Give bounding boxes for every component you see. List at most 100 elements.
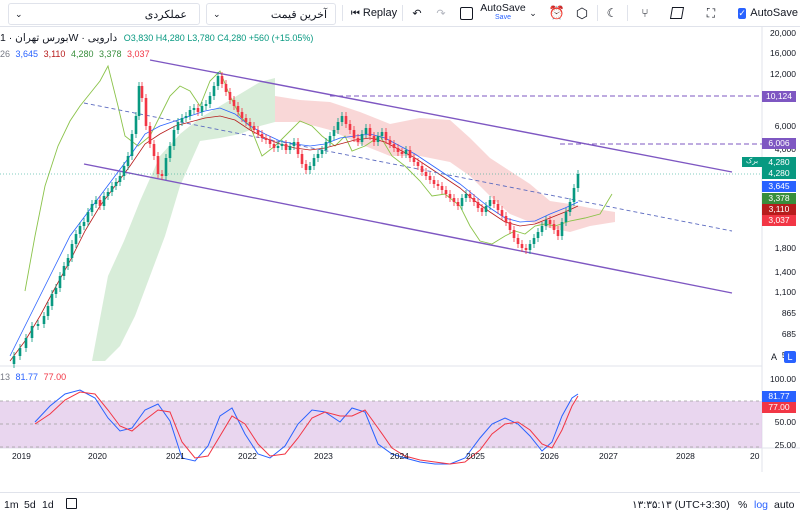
price-tag-lead-b: 3,037 bbox=[762, 215, 796, 226]
percent-toggle[interactable]: % bbox=[738, 499, 748, 511]
candle-body bbox=[424, 172, 428, 176]
candle-body bbox=[536, 232, 540, 238]
autosave-checkbox[interactable]: ✓ AutoSave bbox=[738, 3, 798, 23]
candle-body bbox=[576, 174, 580, 188]
redo-button[interactable]: ↷ bbox=[432, 3, 450, 23]
fullscreen-button[interactable]: ⛶ bbox=[702, 3, 720, 23]
symbol-name: بورس تهران · 1W · دارویی bbox=[0, 32, 118, 44]
candle-body bbox=[572, 188, 576, 202]
candle-body bbox=[196, 108, 200, 112]
price-axis-label: 20,000 bbox=[770, 28, 796, 38]
auto-scale-button[interactable]: A bbox=[768, 351, 780, 363]
candle-body bbox=[192, 108, 196, 110]
clock-timezone[interactable]: ۱۳:۳۵:۱۳ (UTC+3:30) bbox=[632, 499, 730, 511]
oscillator-line-red bbox=[34, 391, 579, 465]
candle-body bbox=[484, 206, 488, 212]
candle-body bbox=[280, 144, 284, 146]
auto-toggle[interactable]: auto bbox=[774, 499, 795, 511]
candle-body bbox=[12, 356, 16, 364]
price-source-dropdown[interactable]: ⌄ آخرین قیمت bbox=[206, 3, 336, 25]
candle-body bbox=[520, 244, 524, 248]
candle-body bbox=[144, 98, 148, 126]
candle-body bbox=[472, 198, 476, 202]
candle-body bbox=[288, 146, 292, 150]
candle-body bbox=[94, 200, 98, 204]
oscillator-value-d: 77.00 bbox=[43, 372, 67, 382]
range-5d-button[interactable]: 5d bbox=[24, 499, 36, 511]
osc-tag-k: 81.77 bbox=[762, 391, 796, 402]
divider bbox=[402, 5, 403, 21]
ichimoku-legend[interactable]: 26 3,645 3,110 4,280 3,378 3,037 bbox=[0, 49, 150, 59]
candle-body bbox=[114, 182, 118, 186]
share-button[interactable]: ⑂ bbox=[636, 3, 654, 23]
candle-body bbox=[328, 136, 332, 142]
candle-body bbox=[118, 176, 122, 182]
candle-body bbox=[372, 136, 376, 142]
candle-body bbox=[264, 138, 268, 140]
chevron-down-icon: ⌄ bbox=[15, 8, 23, 19]
range-1m-button[interactable]: 1m bbox=[4, 499, 19, 511]
candle-body bbox=[18, 348, 22, 356]
layout-button[interactable] bbox=[457, 3, 475, 23]
autosave-button[interactable]: AutoSave Save bbox=[480, 3, 526, 23]
price-tag-lead-a: 3,378 bbox=[762, 193, 796, 204]
candle-body bbox=[528, 244, 532, 250]
time-axis-label: 2023 bbox=[314, 451, 333, 461]
settings-button[interactable]: ⬡ bbox=[573, 3, 591, 23]
candle-body bbox=[544, 220, 548, 226]
candle-body bbox=[106, 192, 110, 196]
ichimoku-lagging-span bbox=[24, 64, 613, 292]
candle-body bbox=[504, 216, 508, 222]
candle-body bbox=[416, 162, 420, 166]
candle-body bbox=[356, 138, 360, 142]
ohlc-values: O3,830 H4,280 L3,780 C4,280 +560 (+15.05… bbox=[123, 33, 314, 43]
oscillator-pane bbox=[0, 389, 762, 465]
candle-body bbox=[420, 166, 424, 172]
date-range-button[interactable] bbox=[66, 498, 77, 512]
candle-body bbox=[240, 112, 244, 118]
time-axis-label: 2026 bbox=[540, 451, 559, 461]
candle-body bbox=[228, 92, 232, 100]
candle-body bbox=[540, 226, 544, 232]
share-icon: ⑂ bbox=[641, 6, 649, 20]
time-axis-label: 2020 bbox=[88, 451, 107, 461]
price-axis-label: 1,800 bbox=[775, 243, 797, 253]
countdown-badge: برک bbox=[742, 157, 762, 167]
alert-button[interactable]: ⏰ bbox=[548, 3, 566, 23]
chart-canvas[interactable]: 20,00016,00012,0009,0006,0004,0003,0001,… bbox=[0, 26, 800, 472]
theme-button[interactable]: ☾ bbox=[603, 3, 621, 23]
undo-button[interactable]: ↶ bbox=[408, 3, 426, 23]
undo-icon: ↶ bbox=[412, 7, 422, 20]
candle-body bbox=[568, 202, 572, 212]
candle-body bbox=[500, 210, 504, 216]
replay-button[interactable]: ⏮ Replay bbox=[350, 3, 398, 23]
candle-body bbox=[86, 212, 90, 222]
ichimoku-value-lagging: 4,280 bbox=[70, 49, 94, 59]
candle-body bbox=[98, 200, 102, 206]
ichimoku-cloud-green bbox=[92, 78, 275, 361]
oscillator-value-k: 81.77 bbox=[15, 372, 39, 382]
channel-upper-line bbox=[149, 59, 733, 173]
candle-body bbox=[440, 186, 444, 190]
candle-body bbox=[176, 122, 180, 130]
log-toggle[interactable]: log bbox=[754, 499, 769, 511]
candle-body bbox=[248, 122, 252, 126]
range-1d-button[interactable]: 1d bbox=[42, 499, 54, 511]
candle-body bbox=[460, 198, 464, 206]
candle-body bbox=[24, 338, 28, 348]
autosave-menu-button[interactable]: ⌄ bbox=[528, 3, 538, 23]
time-axis-label: 2027 bbox=[599, 451, 618, 461]
fullscreen-chart-button[interactable] bbox=[668, 3, 686, 23]
symbol-legend[interactable]: بورس تهران · 1W · دارویی O3,830 H4,280 L… bbox=[0, 32, 313, 44]
time-axis-label: 2025 bbox=[466, 451, 485, 461]
candle-body bbox=[90, 204, 94, 212]
layout-dropdown-value: عملکردی bbox=[144, 8, 187, 21]
layout-dropdown[interactable]: ⌄ عملکردی bbox=[8, 3, 200, 25]
candle-body bbox=[488, 200, 492, 206]
candle-body bbox=[412, 158, 416, 162]
oscillator-axis-label: 100.00 bbox=[770, 374, 796, 384]
oscillator-legend[interactable]: 13 81.77 77.00 bbox=[0, 372, 66, 382]
candle-body bbox=[308, 166, 312, 170]
log-scale-button[interactable]: L bbox=[784, 351, 796, 363]
candle-body bbox=[312, 158, 316, 166]
